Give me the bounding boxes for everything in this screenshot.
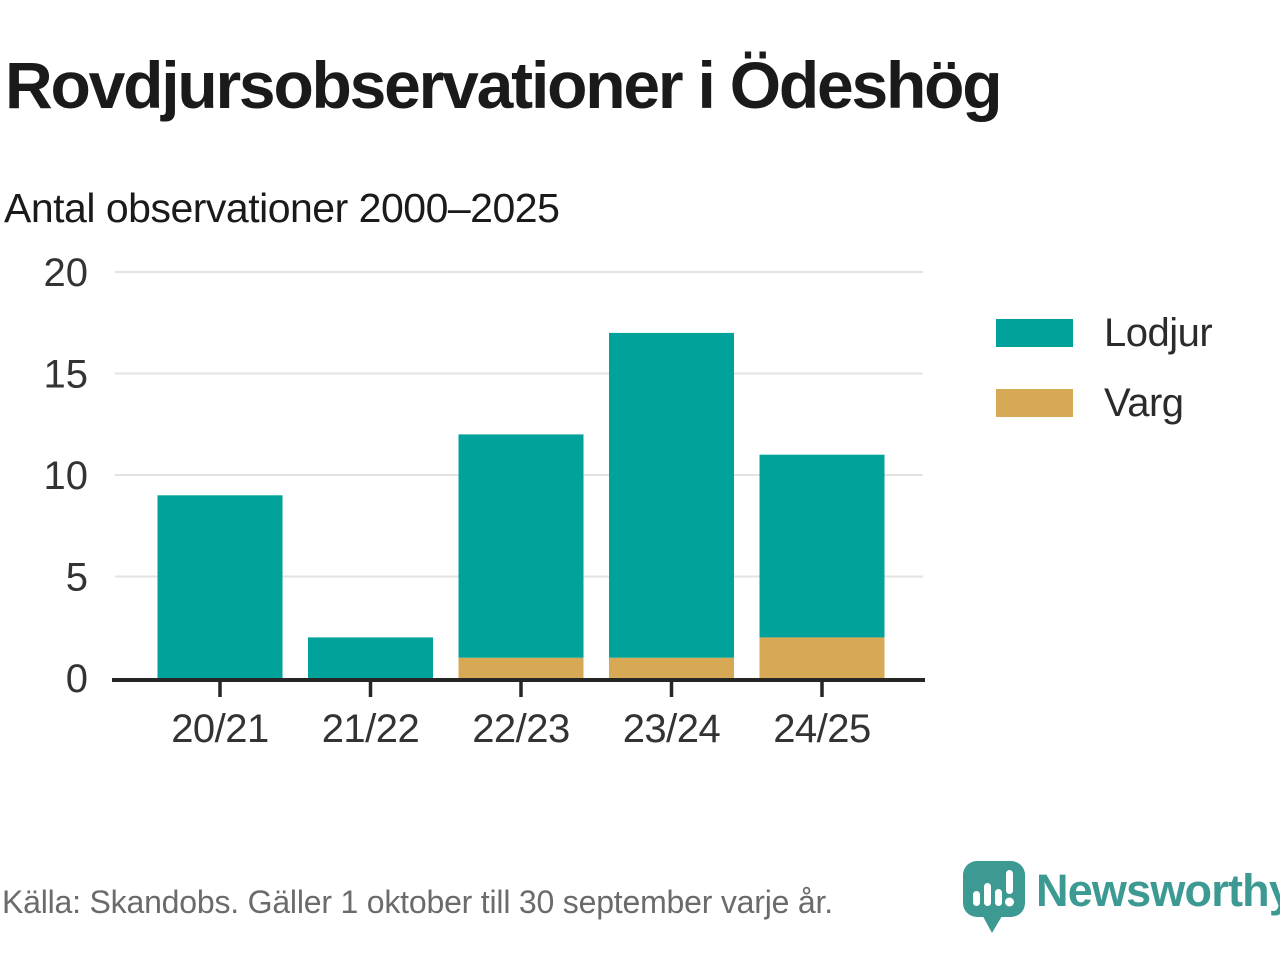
y-axis-tick-label-15: 15 [44,353,89,397]
source-note: Källa: Skandobs. Gäller 1 oktober till 3… [2,884,833,920]
lodjur-color-swatch [996,319,1073,347]
varg-color-swatch [996,389,1073,417]
y-axis-tick-label-5: 5 [66,556,88,600]
legend-label-lodjur: Lodjur [1104,311,1213,355]
newsworthy-wordmark: Newsworthy [1036,865,1280,916]
bar-23/24-varg [609,657,734,678]
x-axis-tick-label-20/21: 20/21 [171,707,269,751]
y-axis-tick-label-20: 20 [44,251,89,295]
chart-subtitle: Antal observationer 2000–2025 [4,185,560,231]
bar-24/25-lodjur [759,454,885,638]
bar-20/21-lodjur [157,495,283,678]
stacked-bar-chart: 0 5 10 15 20 20/21 21/22 22/23 23/24 24/25 [44,251,925,751]
legend-item-varg: Varg [996,383,1212,423]
y-axis-tick-label-10: 10 [44,454,89,498]
bar-22/23-varg [458,657,584,678]
bar-21/22-lodjur [308,637,433,678]
newsworthy-speech-bubble-icon [963,861,1025,933]
page-title: Rovdjursobservationer i Ödeshög [5,48,1003,122]
bar-22/23-lodjur [458,434,584,658]
y-axis-tick-label-0: 0 [66,657,88,701]
bar-24/25-varg [759,637,885,678]
legend-label-varg: Varg [1104,381,1184,425]
x-axis-tick-label-21/22: 21/22 [322,707,420,751]
x-axis-tick-label-23/24: 23/24 [623,707,721,751]
x-axis-tick-label-22/23: 22/23 [472,707,570,751]
legend-item-lodjur: Lodjur [996,311,1213,355]
bar-23/24-lodjur [609,332,734,658]
chart-legend: Lodjur Varg [996,311,1213,453]
x-axis-tick-label-24/25: 24/25 [773,707,871,751]
newsworthy-logo: Newsworthy [963,861,1280,934]
